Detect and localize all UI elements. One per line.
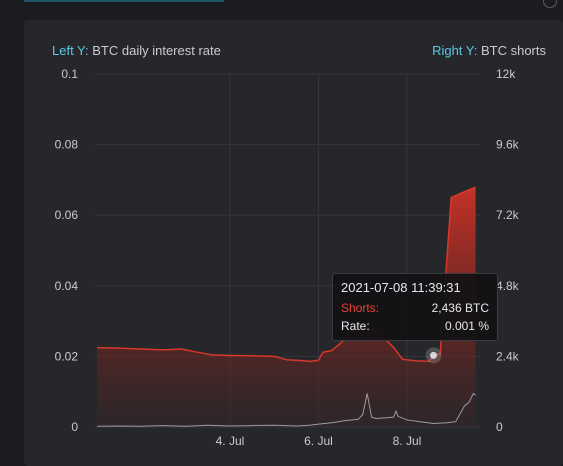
right-axis-tag: Right Y:: [432, 43, 478, 58]
rate-line: [97, 392, 476, 427]
left-axis-tag: Left Y:: [52, 43, 89, 58]
left-y-tick-label: 0.1: [61, 67, 78, 81]
right-y-tick-label: 12k: [496, 67, 516, 81]
right-y-tick-label: 7.2k: [496, 208, 520, 222]
top-strip: [0, 0, 563, 18]
tooltip: 2021-07-08 11:39:31 Shorts: 2,436 BTC Ra…: [332, 273, 498, 341]
tooltip-shorts-value: 2,436 BTC: [431, 301, 489, 315]
tooltip-rate-label: Rate:: [341, 319, 370, 333]
left-axis-label: BTC daily interest rate: [92, 43, 221, 58]
left-y-tick-label: 0: [71, 420, 78, 434]
shorts-line: [97, 186, 476, 363]
x-tick-label: 8. Jul: [393, 434, 422, 448]
tooltip-rate-value: 0.001 %: [444, 319, 489, 333]
x-tick-label: 6. Jul: [304, 434, 333, 448]
left-y-tick-label: 0.02: [55, 349, 79, 363]
right-axis-label: BTC shorts: [480, 43, 546, 58]
right-y-tick-label: 0: [496, 420, 503, 434]
right-y-tick-label: 2.4k: [496, 349, 520, 363]
highlight-point: [430, 351, 438, 359]
left-y-tick-label: 0.08: [55, 138, 79, 152]
series-layer: [97, 186, 476, 427]
tooltip-shorts-row: Shorts: 2,436 BTC: [341, 299, 489, 317]
header-underline: [24, 0, 224, 2]
right-y-tick-label: 9.6k: [496, 138, 520, 152]
axis-labels: 0.1 12k 0.08 9.6k 0.06 7.2k 0.04 4.8k 0.02 2.4k 0 0…: [55, 67, 520, 448]
shorts-area: [97, 187, 476, 427]
x-tick-label: 4. Jul: [216, 434, 245, 448]
tooltip-date: 2021-07-08 11:39:31: [341, 280, 461, 295]
highlight-layer: [425, 347, 442, 364]
left-y-tick-label: 0.04: [55, 279, 79, 293]
tooltip-shorts-label: Shorts:: [341, 301, 380, 315]
left-axis-legend: Left Y: BTC daily interest rate: [52, 43, 221, 58]
tooltip-rate-row: Rate: 0.001 %: [341, 317, 489, 335]
left-y-tick-label: 0.06: [55, 208, 79, 222]
right-axis-legend: Right Y: BTC shorts: [432, 43, 546, 58]
right-y-tick-label: 4.8k: [496, 279, 520, 293]
